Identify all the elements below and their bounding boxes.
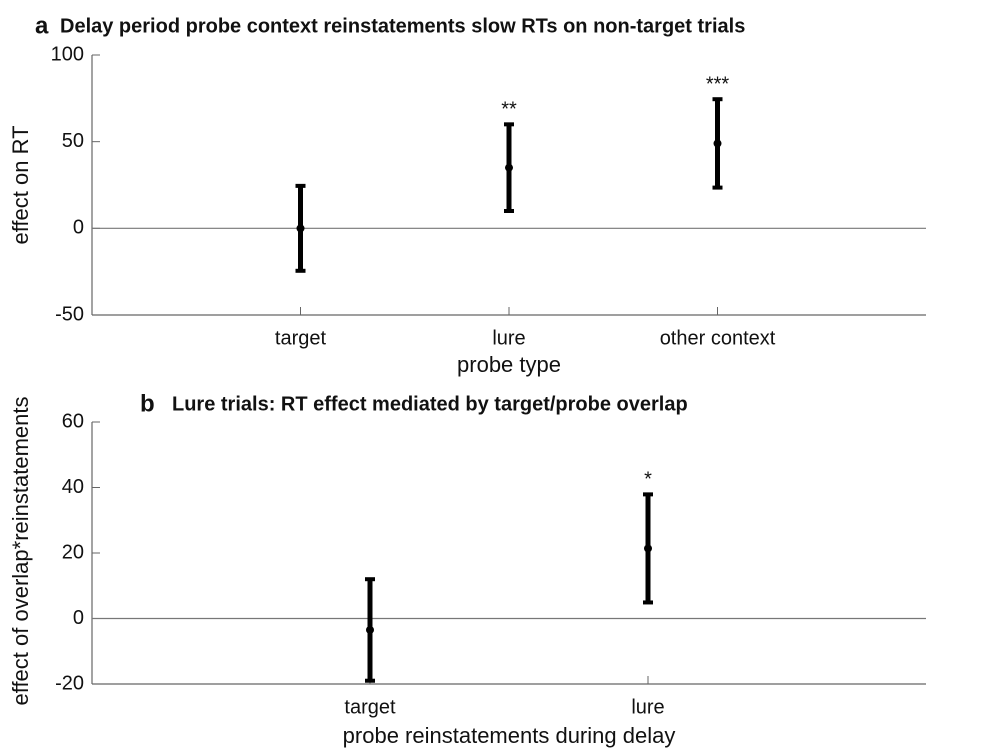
y-tick-label: -20 — [55, 672, 84, 694]
panel-label: b — [140, 390, 155, 417]
y-tick-label: 0 — [73, 217, 84, 239]
y-axis-label: effect on RT — [8, 125, 33, 244]
x-tick-label: target — [275, 327, 327, 349]
point — [366, 625, 374, 634]
x-tick-label: other context — [660, 327, 776, 349]
y-axis-label: effect of overlap*reinstatements — [8, 397, 33, 706]
y-tick-label: 100 — [51, 43, 84, 65]
significance: *** — [706, 73, 730, 95]
y-tick-label: 60 — [62, 410, 84, 432]
chart-title: Delay period probe context reinstatement… — [60, 15, 745, 37]
significance: ** — [501, 99, 517, 121]
x-tick-label: lure — [631, 696, 664, 718]
chart-title: Lure trials: RT effect mediated by targe… — [172, 393, 688, 415]
point — [713, 139, 722, 148]
y-tick-label: 50 — [62, 130, 84, 152]
y-tick-label: 0 — [73, 607, 84, 629]
point — [644, 544, 652, 553]
point — [505, 163, 513, 172]
y-tick-label: 40 — [62, 476, 84, 498]
x-axis-label: probe reinstatements during delay — [343, 723, 676, 748]
y-tick-label: -50 — [55, 303, 84, 325]
x-tick-label: lure — [492, 327, 525, 349]
x-axis-label: probe type — [457, 352, 561, 377]
x-tick-label: target — [344, 696, 396, 718]
point — [296, 224, 305, 233]
y-tick-label: 20 — [62, 541, 84, 563]
panel-label: a — [35, 12, 49, 39]
significance: * — [644, 469, 652, 491]
